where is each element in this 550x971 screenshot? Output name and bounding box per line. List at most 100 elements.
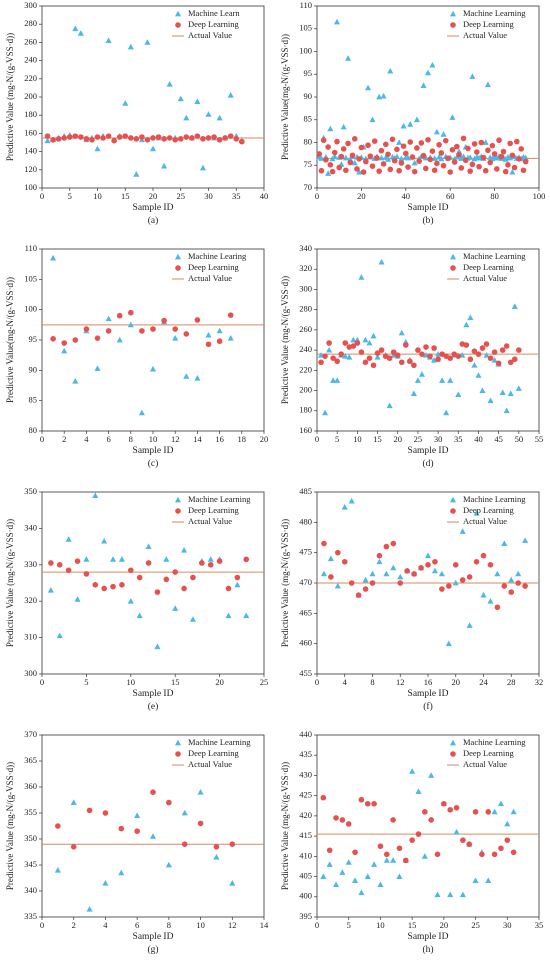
ml-point (92, 492, 99, 499)
dl-point (161, 136, 167, 142)
y-tick-label: 75 (304, 159, 313, 169)
dl-point (358, 349, 365, 355)
ml-point (429, 61, 436, 68)
x-tick-label: 5 (68, 191, 72, 201)
y-tick-label: 90 (29, 364, 38, 374)
x-tick-label: 40 (260, 191, 269, 201)
dl-point (166, 135, 173, 141)
y-tick-label: 365 (24, 755, 37, 765)
ml-point (380, 92, 387, 99)
x-tick-label: 12 (396, 677, 405, 687)
y-tick-label: 410 (299, 850, 312, 860)
dl-point (225, 585, 232, 592)
ml-point (350, 336, 357, 343)
dl-point (369, 163, 376, 169)
ml-point (459, 528, 466, 534)
ml-point (118, 556, 125, 562)
legend-label: Deep Learning (188, 748, 239, 758)
y-axis-label: Predictive Value (mg-N/(g-VSS·d)) (5, 519, 15, 647)
y-tick-label: 310 (24, 632, 37, 642)
dl-point (485, 809, 492, 815)
dl-point (371, 800, 377, 807)
dl-point (500, 148, 507, 155)
dl-point (362, 359, 369, 366)
ml-point (94, 365, 101, 371)
ml-point (511, 303, 518, 310)
ml-point (334, 377, 341, 383)
dl-point (420, 152, 427, 159)
y-tick-label: 405 (299, 871, 312, 881)
y-tick-label: 140 (24, 146, 37, 156)
ml-point (371, 861, 378, 867)
ml-point (320, 570, 327, 577)
ml-point (181, 809, 188, 816)
x-tick-label: 60 (446, 191, 455, 201)
x-tick-label: 2 (72, 920, 76, 930)
legend-label: Machine Learning (188, 494, 251, 504)
y-axis-label: Predictive Value(mg-N/(g-VSS·d)) (280, 34, 290, 160)
ml-point (487, 598, 494, 604)
dl-point (367, 153, 374, 159)
ml-point (398, 329, 405, 336)
dl-point (326, 847, 333, 854)
y-tick-label: 350 (24, 486, 37, 496)
y-tick-label: 200 (299, 385, 312, 395)
dl-point (154, 589, 161, 595)
x-tick-label: 35 (232, 191, 241, 201)
dl-point (389, 136, 396, 143)
dl-point (351, 136, 358, 142)
ml-point (396, 873, 403, 879)
ml-point (445, 640, 452, 647)
dl-point (177, 136, 184, 142)
ml-point (501, 540, 508, 546)
legend-marker (175, 22, 181, 28)
dl-point (111, 137, 117, 144)
ml-point (431, 567, 438, 574)
x-tick-label: 6 (106, 434, 110, 444)
dl-point (390, 540, 397, 547)
dl-point (391, 157, 398, 164)
dl-point (441, 800, 447, 807)
y-tick-label: 85 (29, 395, 38, 405)
dl-point (442, 137, 449, 144)
dl-point (78, 134, 84, 140)
dl-point (70, 844, 77, 850)
ml-point (378, 154, 385, 161)
ml-point (480, 591, 487, 598)
ml-point (424, 69, 432, 76)
ml-point (334, 582, 341, 589)
ml-point (326, 346, 333, 353)
dl-point (502, 168, 509, 175)
dl-point (342, 340, 349, 346)
dl-point (423, 344, 429, 350)
ml-point (47, 587, 54, 593)
dl-point (501, 583, 508, 589)
dl-point (396, 845, 403, 852)
dl-point (487, 562, 494, 568)
dl-point (383, 141, 389, 148)
ml-point (181, 547, 188, 553)
dl-point (487, 355, 494, 361)
dl-point (397, 580, 404, 586)
x-tick-label: 10 (149, 434, 158, 444)
ml-point (439, 377, 446, 383)
dl-point (172, 569, 178, 575)
dl-point (128, 567, 134, 574)
dl-point (494, 604, 501, 611)
ml-point (56, 632, 63, 639)
y-tick-label: 440 (299, 729, 312, 739)
dl-point (475, 351, 482, 357)
legend-label: Deep Learning (463, 262, 514, 272)
ml-point (149, 145, 157, 152)
dl-point (222, 135, 228, 141)
dl-point (503, 343, 510, 349)
y-tick-label: 100 (24, 182, 37, 192)
ml-point (463, 321, 470, 328)
dl-point (194, 317, 201, 323)
dl-point (318, 167, 325, 174)
dl-point (341, 558, 348, 565)
x-tick-label: 5 (347, 920, 351, 930)
legend-label: Deep Learning (463, 19, 514, 29)
x-axis-label: Sample ID (133, 203, 174, 213)
dl-point (434, 160, 440, 167)
